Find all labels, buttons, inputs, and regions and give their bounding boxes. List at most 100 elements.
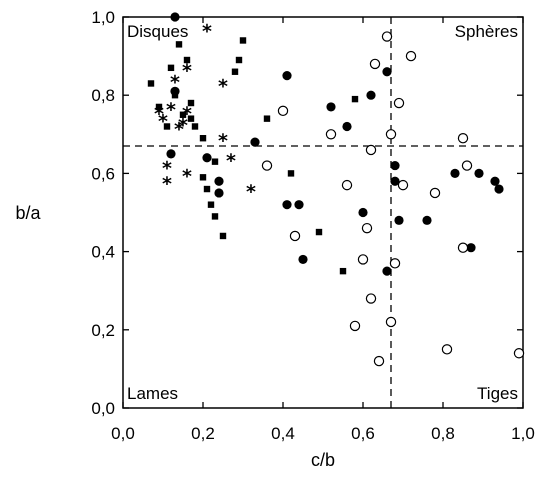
star-point: * [182,165,192,187]
filled-circle-point [202,153,212,163]
x-tick-label: 0,4 [271,424,295,443]
filled-circle-point [382,67,392,77]
star-point: * [178,115,188,137]
star-point: * [182,103,192,125]
star-point: * [226,150,236,172]
square-point [351,95,359,103]
filled-circle-point [282,71,292,81]
open-circle-point [369,58,381,70]
square-point [199,135,207,142]
x-tick-label: 0,6 [351,424,375,443]
y-tick-label: 0,6 [91,164,115,183]
square-point [175,41,183,48]
square-point [187,115,195,122]
filled-circle-point [490,176,500,186]
y-axis-label: b/a [15,203,41,223]
star-point: * [218,130,228,152]
open-circle-point [325,129,337,140]
square-point [211,213,219,220]
open-circle-point [429,187,441,199]
filled-circle-point [394,215,404,225]
y-axis-ticks: 0,0 0,2 0,4 0,6 0,8 1,0 [91,8,523,418]
filled-circle-point [214,188,224,198]
filled-circle-point [298,254,308,265]
y-tick-label: 0,4 [91,243,115,262]
y-tick-label: 0,8 [91,86,115,105]
open-circle-point [457,242,469,253]
open-circle-point [361,222,373,234]
square-point [155,103,163,111]
square-point [163,123,171,130]
square-point [287,170,295,177]
quadrant-label-bottom-right: Tiges [477,384,518,403]
x-tick-label: 1,0 [511,424,535,443]
filled-circle-point [250,137,260,147]
square-point [183,56,191,64]
data-points: **************** [147,12,525,367]
x-tick-label: 0,0 [111,424,135,443]
filled-circle-point [214,176,224,186]
open-circle-point [457,133,469,144]
filled-circle-point [358,207,368,218]
filled-circle-point [294,200,304,210]
square-point [339,267,347,275]
open-circle-point [289,230,301,242]
open-circle-point [393,97,405,109]
filled-circle-point [170,12,180,22]
star-point: * [162,173,172,195]
open-circle-point [385,316,397,328]
filled-circle-point [166,149,176,159]
star-point: * [166,99,176,121]
star-point: * [218,75,228,97]
quadrant-label-top-right: Sphères [455,22,518,41]
square-point [199,174,207,181]
y-tick-label: 0,2 [91,321,115,340]
filled-circle-point [494,184,504,194]
star-point: * [202,21,212,43]
reference-lines [123,17,523,408]
plot-frame [122,16,524,409]
x-axis-ticks: 0,0 0,2 0,4 0,6 0,8 1,0 [111,17,535,443]
filled-circle-point [342,121,352,132]
open-circle-point [461,160,473,171]
open-circle-point [373,355,385,367]
open-circle-point [381,31,393,42]
square-point [315,228,323,236]
quadrant-label-top-left: Disques [127,22,188,41]
square-point [203,185,211,193]
open-circle-point [405,50,417,62]
square-point [211,158,219,165]
star-point: * [174,118,184,140]
x-tick-label: 0,2 [191,424,215,443]
quadrant-label-bottom-left: Lames [127,384,178,403]
square-point [179,111,187,118]
open-circle-point [389,258,401,269]
filled-circle-point [422,215,432,225]
open-circle-point [441,344,453,355]
open-circle-point [349,320,361,332]
filled-circle-point [382,266,392,276]
y-tick-label: 1,0 [91,8,115,27]
open-circle-point [365,144,377,156]
open-circle-point [513,348,525,359]
open-circle-point [261,160,273,171]
square-point [231,68,239,75]
filled-circle-point [170,86,180,96]
filled-circle-point [466,243,476,253]
open-circle-point [385,129,397,140]
open-circle-point [357,254,369,265]
filled-circle-point [366,90,376,100]
square-point [191,123,199,130]
square-point [187,99,195,107]
star-point: * [182,60,192,82]
square-point [235,56,243,64]
open-circle-point [365,293,377,304]
filled-circle-point [450,168,460,178]
star-point: * [246,181,256,203]
filled-circle-point [282,200,292,210]
filled-circle-point [474,168,484,178]
star-point: * [170,72,180,94]
square-point [239,37,247,44]
square-point [207,201,215,208]
